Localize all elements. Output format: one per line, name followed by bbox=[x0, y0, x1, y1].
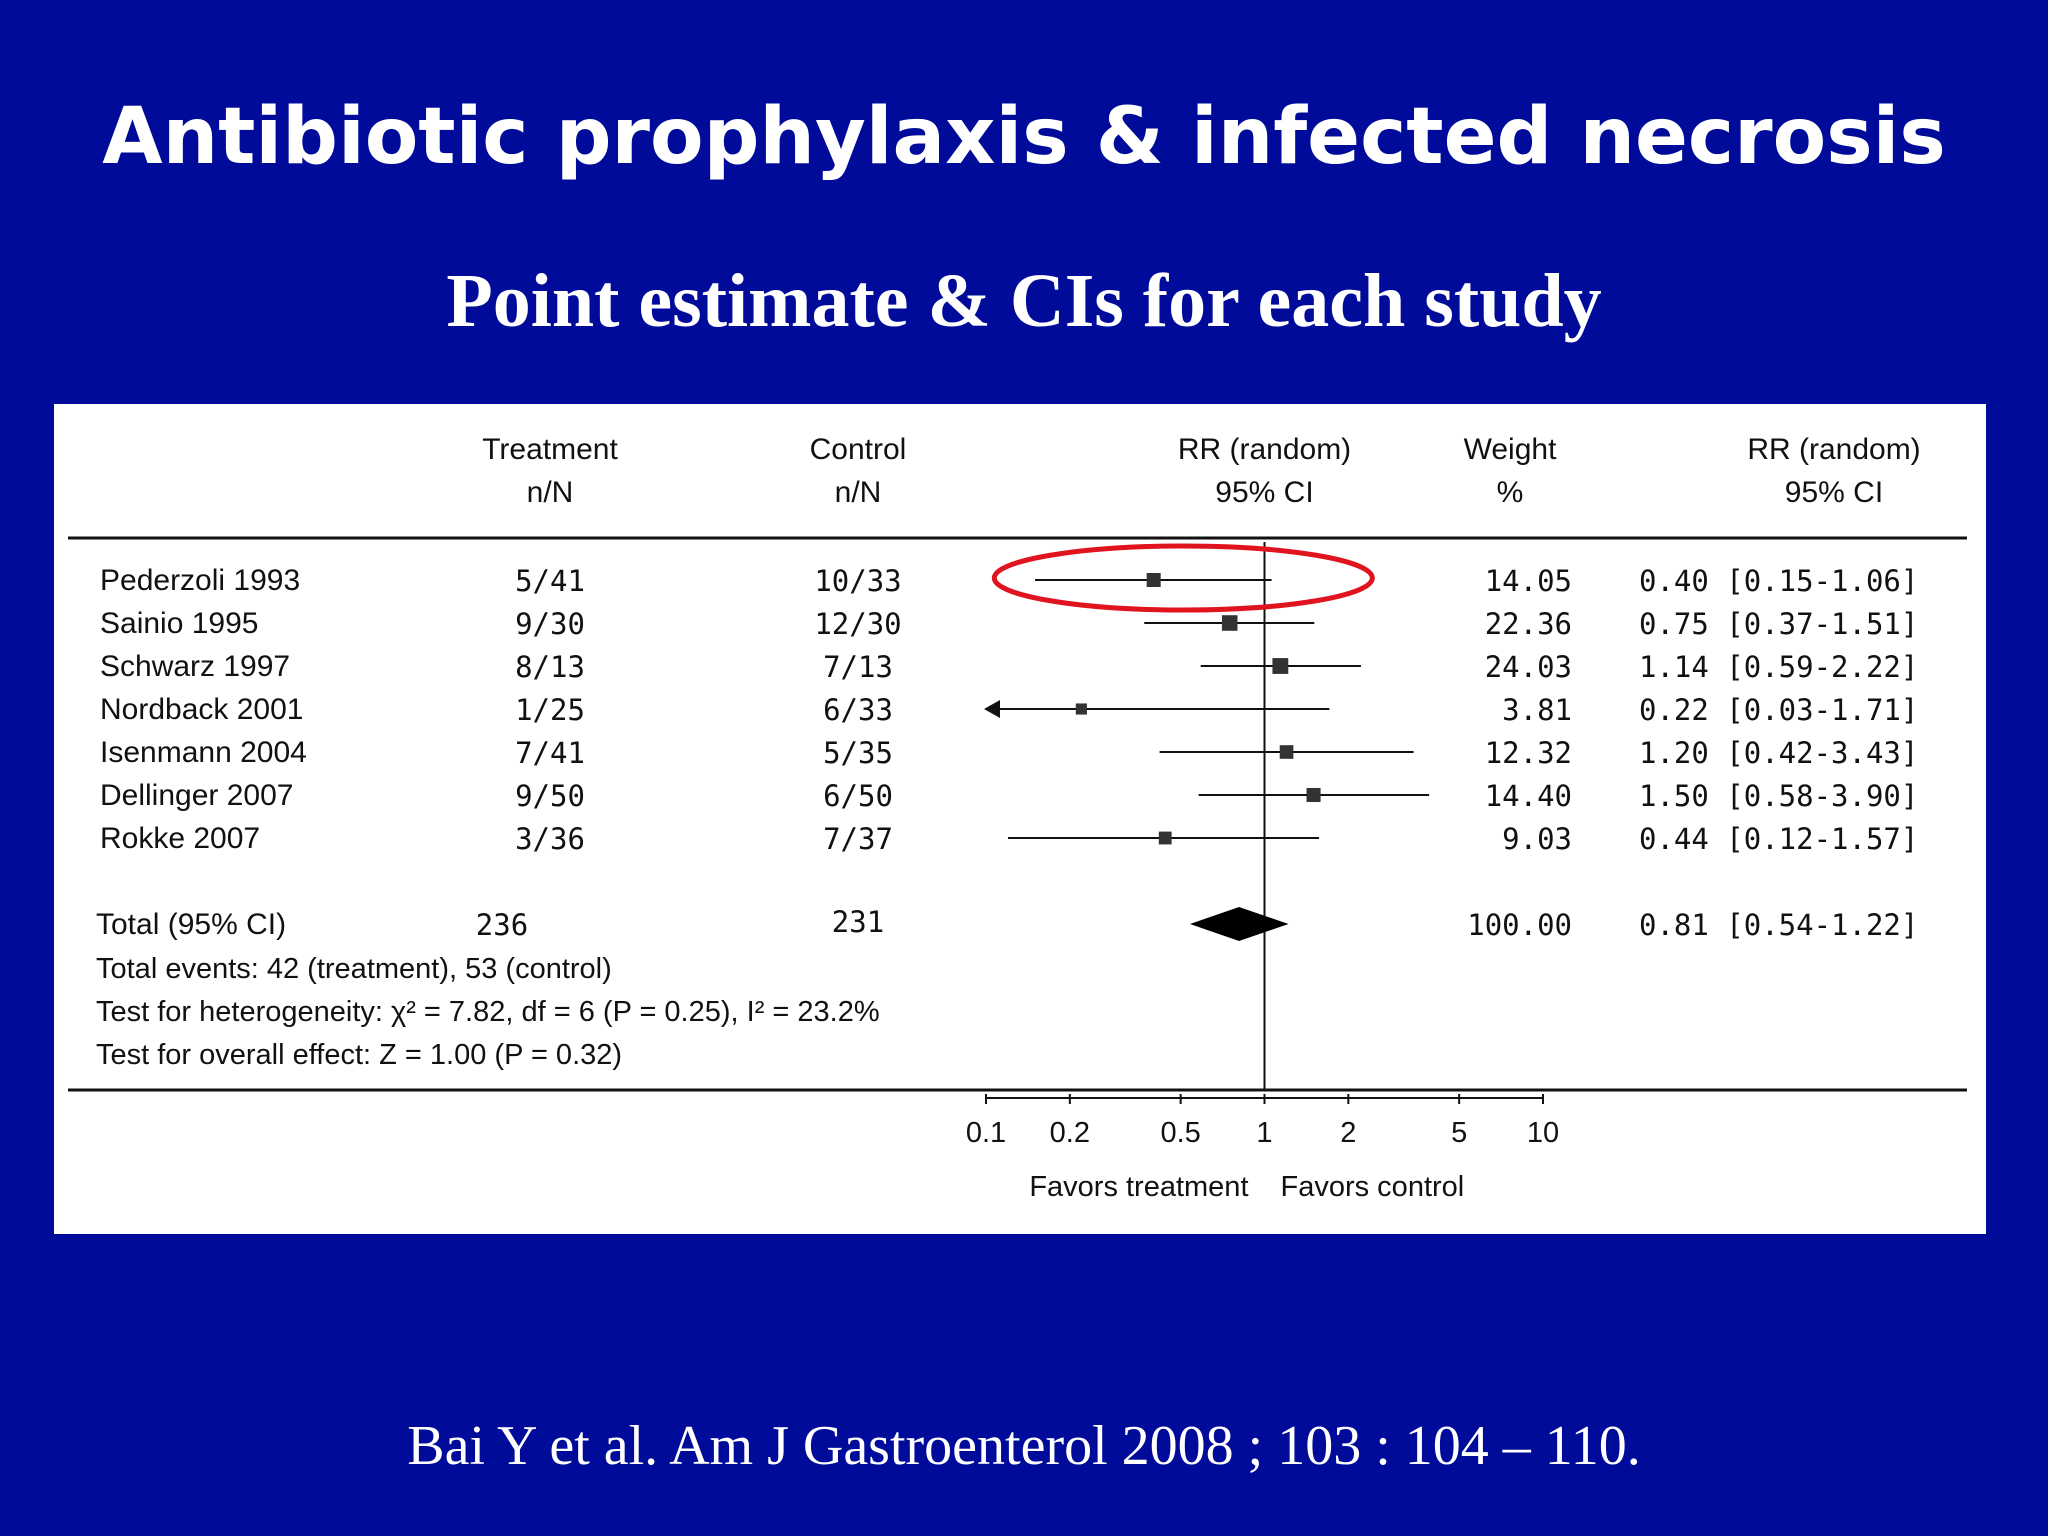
header-weight-line2: % bbox=[1497, 476, 1524, 509]
header-rr-line2: 95% CI bbox=[1785, 476, 1883, 509]
control-count-nordback-2001: 6/33 bbox=[823, 693, 893, 727]
rr-ci-dellinger-2007: 1.50 [0.58-3.90] bbox=[1639, 779, 1918, 813]
stats-line-2: Test for heterogeneity: χ² = 7.82, df = … bbox=[96, 996, 880, 1028]
control-count-isenmann-2004: 5/35 bbox=[823, 736, 893, 770]
header-plot-line2: 95% CI bbox=[1215, 476, 1313, 509]
control-count-schwarz-1997: 7/13 bbox=[823, 650, 893, 684]
treatment-count-sainio-1995: 9/30 bbox=[515, 607, 585, 641]
x-tick-label-1: 1 bbox=[1256, 1117, 1272, 1149]
control-count-dellinger-2007: 6/50 bbox=[823, 779, 893, 813]
point-estimate-dellinger-2007 bbox=[1306, 787, 1321, 803]
highlight-circle bbox=[991, 543, 1375, 613]
weight-schwarz-1997: 24.03 bbox=[1485, 650, 1572, 684]
header-control-line1: Control bbox=[810, 433, 907, 466]
x-tick-label-0.1: 0.1 bbox=[966, 1117, 1006, 1149]
study-name-isenmann-2004: Isenmann 2004 bbox=[100, 736, 307, 769]
treatment-count-isenmann-2004: 7/41 bbox=[515, 736, 585, 770]
rr-ci-sainio-1995: 0.75 [0.37-1.51] bbox=[1639, 607, 1918, 641]
study-name-nordback-2001: Nordback 2001 bbox=[100, 693, 303, 726]
point-estimate-isenmann-2004 bbox=[1279, 745, 1294, 759]
total-control: 231 bbox=[832, 905, 884, 939]
rr-ci-schwarz-1997: 1.14 [0.59-2.22] bbox=[1639, 650, 1918, 684]
treatment-count-schwarz-1997: 8/13 bbox=[515, 650, 585, 684]
total-rr-ci: 0.81 [0.54-1.22] bbox=[1639, 908, 1918, 942]
control-count-pederzoli-1993: 10/33 bbox=[814, 564, 901, 598]
study-name-pederzoli-1993: Pederzoli 1993 bbox=[100, 564, 300, 597]
favors-treatment-label: Favors treatment bbox=[1029, 1171, 1248, 1203]
treatment-count-dellinger-2007: 9/50 bbox=[515, 779, 585, 813]
slide-subtitle: Point estimate & CIs for each study bbox=[446, 259, 1602, 343]
stats-line-1: Total events: 42 (treatment), 53 (contro… bbox=[96, 953, 612, 985]
weight-nordback-2001: 3.81 bbox=[1502, 693, 1572, 727]
header-weight-line1: Weight bbox=[1464, 433, 1557, 466]
rr-ci-nordback-2001: 0.22 [0.03-1.71] bbox=[1639, 693, 1918, 727]
point-estimate-nordback-2001 bbox=[1075, 703, 1087, 715]
x-tick-label-2: 2 bbox=[1340, 1117, 1356, 1149]
total-weight: 100.00 bbox=[1467, 908, 1572, 942]
stats-line-3: Test for overall effect: Z = 1.00 (P = 0… bbox=[96, 1039, 622, 1071]
treatment-count-pederzoli-1993: 5/41 bbox=[515, 564, 585, 598]
total-label: Total (95% CI) bbox=[96, 908, 286, 941]
study-name-rokke-2007: Rokke 2007 bbox=[100, 822, 260, 855]
slide-title: Antibiotic prophylaxis & infected necros… bbox=[102, 92, 1946, 182]
total-treatment: 236 bbox=[476, 908, 528, 942]
weight-sainio-1995: 22.36 bbox=[1485, 607, 1572, 641]
treatment-count-nordback-2001: 1/25 bbox=[515, 693, 585, 727]
point-estimate-schwarz-1997 bbox=[1272, 658, 1289, 674]
forest-plot-panel: Treatment n/N Control n/N RR (random) 95% CI W… bbox=[54, 404, 1986, 1234]
x-tick-label-0.2: 0.2 bbox=[1050, 1117, 1090, 1149]
study-name-dellinger-2007: Dellinger 2007 bbox=[100, 779, 293, 812]
rr-ci-rokke-2007: 0.44 [0.12-1.57] bbox=[1639, 822, 1918, 856]
weight-isenmann-2004: 12.32 bbox=[1485, 736, 1572, 770]
weight-dellinger-2007: 14.40 bbox=[1485, 779, 1572, 813]
control-count-sainio-1995: 12/30 bbox=[814, 607, 901, 641]
treatment-count-rokke-2007: 3/36 bbox=[515, 822, 585, 856]
x-tick-label-0.5: 0.5 bbox=[1160, 1117, 1200, 1149]
rr-ci-pederzoli-1993: 0.40 [0.15-1.06] bbox=[1639, 564, 1918, 598]
header-control-line2: n/N bbox=[835, 476, 882, 509]
header-treatment-line2: n/N bbox=[527, 476, 574, 509]
point-estimate-pederzoli-1993 bbox=[1146, 573, 1161, 587]
study-name-schwarz-1997: Schwarz 1997 bbox=[100, 650, 290, 683]
x-tick-label-5: 5 bbox=[1451, 1117, 1467, 1149]
header-treatment-line1: Treatment bbox=[482, 433, 618, 466]
rr-ci-isenmann-2004: 1.20 [0.42-3.43] bbox=[1639, 736, 1918, 770]
point-estimate-rokke-2007 bbox=[1158, 831, 1172, 845]
header-plot-line1: RR (random) bbox=[1178, 433, 1351, 466]
weight-pederzoli-1993: 14.05 bbox=[1485, 564, 1572, 598]
study-name-sainio-1995: Sainio 1995 bbox=[100, 607, 258, 640]
citation: Bai Y et al. Am J Gastroenterol 2008 ; 1… bbox=[407, 1415, 1641, 1477]
forest-plot: Treatment n/N Control n/N RR (random) 95% CI W… bbox=[68, 433, 1967, 1203]
point-estimate-sainio-1995 bbox=[1221, 615, 1238, 631]
total-diamond bbox=[1189, 907, 1289, 941]
control-count-rokke-2007: 7/37 bbox=[823, 822, 893, 856]
header-rr-line1: RR (random) bbox=[1747, 433, 1920, 466]
ci-arrow-nordback-2001 bbox=[984, 700, 1000, 718]
x-tick-label-10: 10 bbox=[1527, 1117, 1559, 1149]
weight-rokke-2007: 9.03 bbox=[1502, 822, 1572, 856]
favors-control-label: Favors control bbox=[1281, 1171, 1465, 1203]
